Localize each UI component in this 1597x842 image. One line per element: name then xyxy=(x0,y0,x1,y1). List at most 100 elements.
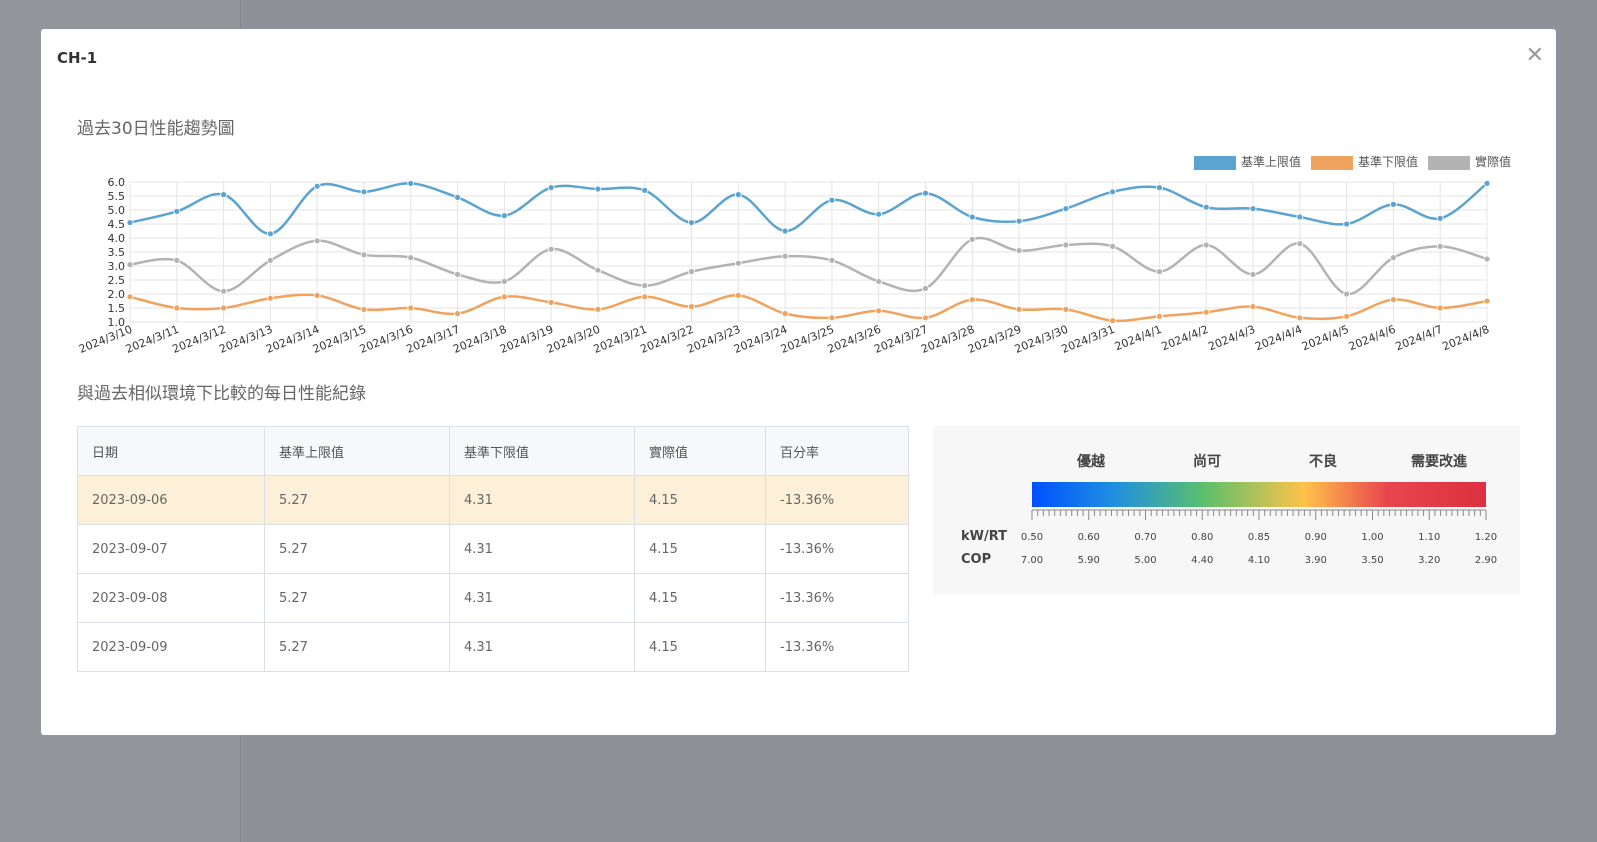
chart: 過去30日性能趨勢圖 1.01.52.02.53.03.54.04.55.05.… xyxy=(77,119,1511,356)
cell: 2023-09-06 xyxy=(77,475,265,525)
point xyxy=(594,305,602,313)
x-tick-label: 2024/3/31 xyxy=(1060,323,1117,356)
section-title: 與過去相似環境下比較的每日性能紀錄 xyxy=(77,384,366,404)
cell: 5.27 xyxy=(264,573,450,623)
point xyxy=(1343,220,1351,228)
point xyxy=(360,188,368,196)
point xyxy=(968,235,976,243)
point xyxy=(454,270,461,278)
legend-label: 基準上限值 xyxy=(1241,154,1301,169)
table-row: 2023-09-06 5.27 4.31 4.15 -13.36% xyxy=(77,475,909,525)
scale-value: 7.00 xyxy=(1021,555,1043,566)
point xyxy=(313,291,321,299)
point xyxy=(266,294,274,302)
cell: -13.36% xyxy=(765,475,909,525)
point xyxy=(173,208,181,215)
scale-value: 0.85 xyxy=(1248,532,1270,543)
x-tick-label: 2024/4/1 xyxy=(1113,323,1164,354)
row-label: kW/RT xyxy=(961,529,1007,544)
point xyxy=(1483,297,1491,305)
point xyxy=(968,213,976,221)
legend-swatch xyxy=(1310,156,1353,170)
y-tick-label: 2.5 xyxy=(108,274,126,287)
point xyxy=(1202,203,1210,211)
point xyxy=(313,182,321,190)
point xyxy=(734,291,742,299)
scale-value: 0.90 xyxy=(1305,532,1327,543)
x-tick-label: 2024/4/6 xyxy=(1347,323,1398,354)
scale-value: 0.80 xyxy=(1191,532,1213,543)
point xyxy=(688,219,695,226)
point xyxy=(1483,180,1491,187)
chart-title: 過去30日性能趨勢圖 xyxy=(77,119,235,139)
point xyxy=(1109,317,1117,325)
header-cell: 百分率 xyxy=(765,426,909,476)
header-cell: 基準下限值 xyxy=(449,426,635,476)
legend-swatch xyxy=(1193,156,1236,170)
color-bar xyxy=(1032,482,1486,507)
point xyxy=(173,304,181,312)
point xyxy=(407,254,415,262)
point xyxy=(781,252,789,260)
point xyxy=(594,185,602,193)
cell: 4.31 xyxy=(449,573,635,623)
point xyxy=(500,293,508,301)
scale-value: 4.40 xyxy=(1191,555,1213,566)
point xyxy=(1202,241,1210,249)
level-label: 尚可 xyxy=(1193,453,1221,470)
point xyxy=(1436,242,1444,250)
point xyxy=(220,304,227,312)
modal: CH-1 ✕ 過去30日性能趨勢圖 1.0 1.5 2.0 2.5 3.0 3.5 4.0 4… xyxy=(41,29,1556,735)
point xyxy=(360,305,368,313)
cell: 4.15 xyxy=(634,622,766,672)
point xyxy=(688,303,695,311)
point xyxy=(1436,215,1444,222)
point xyxy=(126,219,134,226)
cell: 4.31 xyxy=(449,622,635,672)
point xyxy=(220,191,227,198)
point xyxy=(594,266,602,274)
table-row: 2023-09-08 5.27 4.31 4.15 -13.36% xyxy=(77,573,909,623)
header-cell: 實際值 xyxy=(634,426,766,476)
scale-value: 0.50 xyxy=(1021,532,1043,543)
level-label: 不良 xyxy=(1309,453,1337,470)
scale-value: 0.60 xyxy=(1078,532,1100,543)
point xyxy=(1390,296,1397,304)
point xyxy=(828,314,836,322)
point xyxy=(360,251,368,259)
point xyxy=(1390,254,1397,262)
point xyxy=(1156,184,1163,191)
header-row: 日期 基準上限值 基準下限值 實際值 百分率 xyxy=(77,426,909,476)
point xyxy=(1062,305,1070,313)
legend-swatch xyxy=(1427,156,1470,170)
point xyxy=(266,230,274,238)
level-label: 優越 xyxy=(1076,453,1106,470)
cell: -13.36% xyxy=(765,524,909,574)
scale-value: 4.10 xyxy=(1248,555,1270,566)
point xyxy=(547,184,555,191)
y-tick-label: 3.5 xyxy=(108,246,126,259)
point xyxy=(1296,314,1304,322)
scale-value: 5.00 xyxy=(1134,555,1156,566)
cell: 4.15 xyxy=(634,524,766,574)
scale-value: 0.70 xyxy=(1134,532,1156,543)
point xyxy=(173,256,181,264)
point xyxy=(875,307,883,315)
cell: 4.15 xyxy=(634,475,766,525)
y-tick-label: 5.5 xyxy=(108,190,126,203)
close-button[interactable]: ✕ xyxy=(1525,43,1544,68)
point xyxy=(688,268,695,276)
cell: 2023-09-08 xyxy=(77,573,265,623)
scale: 優越 尚可 不良 需要改進 kW/RT 0.50 0.60 0.70 0.80 0.85 0.90 1… xyxy=(961,453,1497,567)
point xyxy=(454,194,461,201)
point xyxy=(1249,303,1257,311)
point xyxy=(1062,241,1070,249)
cell: 5.27 xyxy=(264,475,450,525)
point xyxy=(1015,247,1023,255)
point xyxy=(1156,312,1163,320)
scale-value: 1.00 xyxy=(1361,532,1383,543)
point xyxy=(266,256,274,264)
point xyxy=(454,310,461,318)
y-tick-label: 3.0 xyxy=(108,260,126,273)
point xyxy=(922,314,929,322)
